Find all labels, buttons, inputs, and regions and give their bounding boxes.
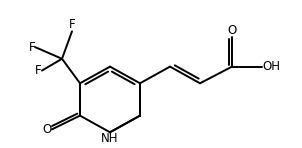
Text: NH: NH [101,132,119,145]
Text: F: F [69,18,75,31]
Text: OH: OH [262,60,280,73]
Text: F: F [35,64,42,77]
Text: O: O [227,24,237,37]
Text: O: O [43,123,52,136]
Text: F: F [28,41,35,54]
